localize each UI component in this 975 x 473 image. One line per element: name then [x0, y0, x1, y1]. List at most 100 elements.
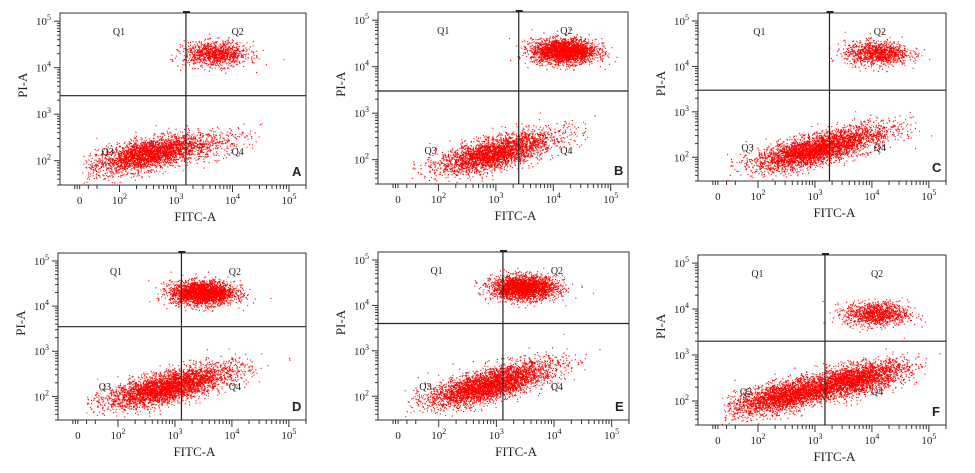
- x-tick-label: 105: [603, 191, 618, 206]
- panel-letter: E: [615, 399, 624, 414]
- x-tick-label: 104: [864, 188, 879, 203]
- quadrant-label-q1: Q1: [437, 26, 449, 37]
- population-q2: [829, 31, 931, 73]
- quadrant-label-q1: Q1: [113, 27, 125, 38]
- x-tick-label: 103: [167, 427, 182, 442]
- population-q2: [170, 33, 285, 74]
- quadrant-label-q3: Q3: [741, 143, 753, 154]
- population-q4: [774, 337, 941, 408]
- x-tick-label: 103: [168, 192, 183, 207]
- quadrant-label-q4: Q4: [551, 382, 563, 393]
- x-axis-title: FITC-A: [495, 208, 538, 223]
- y-tick-label: 104: [36, 60, 51, 75]
- x-tick-label: 102: [431, 191, 446, 206]
- scatter-points: [404, 267, 601, 418]
- population-q3: [86, 349, 251, 418]
- x-tick-label: 103: [807, 188, 822, 203]
- quadrant-label-q4: Q4: [874, 143, 886, 154]
- x-axis: 0 102 103 104 105: [712, 425, 947, 447]
- y-tick-label: 104: [354, 59, 369, 74]
- y-axis: 102 103 104 105: [674, 255, 698, 426]
- y-tick-label: 105: [354, 12, 369, 27]
- population-q3: [82, 125, 232, 185]
- y-axis-title: PI-A: [15, 72, 30, 98]
- y-tick-label: 104: [674, 301, 689, 316]
- quadrant-label-q4: Q4: [232, 147, 244, 158]
- x-tick-label: 105: [604, 427, 619, 442]
- y-axis: 102 103 104 105: [674, 13, 698, 182]
- y-axis: 102 103 104 105: [354, 252, 378, 421]
- quadrant-label-q1: Q1: [430, 266, 442, 277]
- x-tick-label: 0: [395, 194, 401, 206]
- y-tick-label: 102: [354, 388, 369, 403]
- x-tick-label: 104: [224, 427, 239, 442]
- y-axis-title: PI-A: [653, 313, 668, 339]
- y-tick-label: 105: [674, 13, 689, 28]
- y-tick-label: 102: [36, 153, 51, 168]
- scatter-points: [727, 31, 933, 181]
- panel-b: Q1 Q2 Q3 Q4 B 102 103 104 105 0 102 103 104 105 FITC-A…: [333, 10, 629, 223]
- scatter-points: [721, 297, 941, 425]
- quadrant-label-q1: Q1: [110, 267, 122, 278]
- y-tick-label: 104: [354, 297, 369, 312]
- x-axis: 0 102 103 104 105: [712, 181, 947, 203]
- x-tick-label: 104: [225, 192, 240, 207]
- y-tick-label: 103: [674, 347, 689, 362]
- x-tick-label: 0: [395, 430, 401, 442]
- y-axis: 102 103 104 105: [34, 253, 58, 421]
- quadrant-label-q3: Q3: [740, 387, 752, 398]
- y-axis: 102 103 104 105: [36, 13, 60, 186]
- population-q4: [777, 111, 933, 172]
- y-axis-title: PI-A: [333, 309, 348, 335]
- panel-d: Q1 Q2 Q3 Q4 D 102 103 104 105 0 102 103 104 105 FITC-A…: [13, 251, 307, 459]
- quadrant-label-q2: Q2: [232, 27, 244, 38]
- x-tick-label: 0: [715, 435, 721, 447]
- x-axis-title: FITC-A: [174, 209, 217, 224]
- quadrant-label-q4: Q4: [560, 146, 572, 157]
- y-tick-label: 102: [674, 149, 689, 164]
- panel-f: Q1 Q2 Q3 Q4 F 102 103 104 105 0 102 103 104 105 FITC-A…: [653, 253, 947, 464]
- x-tick-label: 104: [864, 432, 879, 447]
- quadrant-label-q1: Q1: [753, 27, 765, 38]
- y-tick-label: 104: [34, 298, 49, 313]
- quadrant-label-q3: Q3: [424, 146, 436, 157]
- panel-e: Q1 Q2 Q3 Q4 E 102 103 104 105 0 102 103 104 105 FITC-A…: [333, 250, 630, 459]
- quadrant-label-q3: Q3: [102, 147, 114, 158]
- y-tick-label: 102: [34, 388, 49, 403]
- y-axis-title: PI-A: [653, 70, 668, 96]
- x-axis: 0 102 103 104 105: [392, 184, 629, 206]
- x-tick-label: 105: [281, 427, 296, 442]
- y-tick-label: 103: [34, 343, 49, 358]
- quadrant-label-q3: Q3: [99, 382, 111, 393]
- population-q3: [404, 347, 566, 418]
- y-tick-label: 103: [36, 106, 51, 121]
- quadrant-label-q1: Q1: [751, 269, 763, 280]
- x-tick-label: 105: [921, 188, 936, 203]
- y-tick-label: 102: [674, 393, 689, 408]
- y-axis-title: PI-A: [13, 310, 28, 336]
- x-axis: 0 102 103 104 105: [74, 185, 307, 207]
- panel-letter: F: [932, 404, 940, 419]
- y-axis: 102 103 104 105: [354, 12, 378, 185]
- scatter-points: [82, 33, 285, 185]
- quadrant-label-q2: Q2: [551, 266, 563, 277]
- x-tick-label: 102: [112, 192, 127, 207]
- x-tick-label: 102: [110, 427, 125, 442]
- x-tick-label: 0: [715, 191, 721, 203]
- quadrant-label-q4: Q4: [871, 387, 883, 398]
- y-tick-label: 104: [674, 58, 689, 73]
- x-axis: 0 102 103 104 105: [72, 420, 307, 442]
- quadrant-label-q2: Q2: [229, 267, 241, 278]
- x-tick-label: 105: [281, 192, 296, 207]
- x-axis: 0 102 103 104 105: [392, 420, 630, 442]
- population-q2: [148, 271, 272, 312]
- panel-letter: B: [614, 163, 623, 178]
- panel-c: Q1 Q2 Q3 Q4 C 102 103 104 105 0 102 103 104 105 FITC-A…: [653, 11, 947, 220]
- y-tick-label: 105: [36, 13, 51, 28]
- y-tick-label: 103: [354, 343, 369, 358]
- quadrant-label-q4: Q4: [229, 382, 241, 393]
- plot-frame: [697, 12, 947, 182]
- quadrant-label-q2: Q2: [560, 26, 572, 37]
- quadrant-label-q2: Q2: [874, 27, 886, 38]
- x-axis-title: FITC-A: [813, 449, 856, 464]
